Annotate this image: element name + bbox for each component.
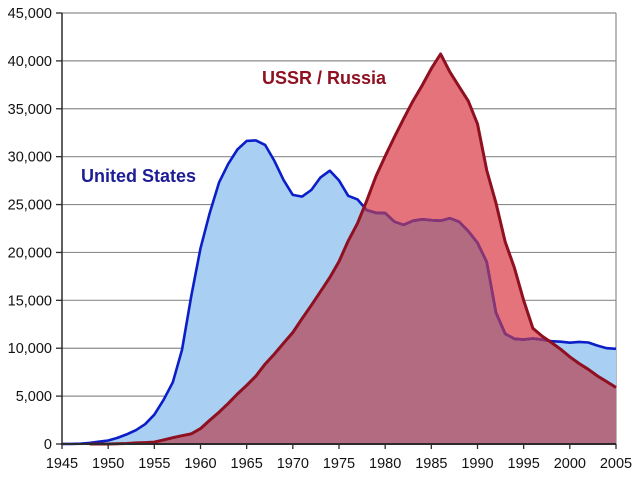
ussr-line xyxy=(89,52,617,446)
y-tick-label: 40,000 xyxy=(8,54,52,70)
y-tick-label: 5,000 xyxy=(16,389,52,405)
x-tick-label: 1990 xyxy=(461,456,493,472)
y-tick-label: 0 xyxy=(44,437,52,453)
x-tick-label: 1965 xyxy=(231,456,263,472)
x-tick-label: 1955 xyxy=(138,456,170,472)
x-tick-label: 2000 xyxy=(554,456,586,472)
y-tick-label: 25,000 xyxy=(8,198,52,214)
x-tick-label: 1970 xyxy=(277,456,309,472)
y-tick-label: 10,000 xyxy=(8,341,52,357)
y-tick-label: 30,000 xyxy=(8,150,52,166)
x-tick-label: 1945 xyxy=(46,456,78,472)
x-tick-label: 1960 xyxy=(184,456,216,472)
x-tick-label: 1980 xyxy=(369,456,401,472)
x-tick-label: 1975 xyxy=(323,456,355,472)
y-tick-label: 20,000 xyxy=(8,245,52,261)
series-label-united-states: United States xyxy=(81,166,197,186)
x-tick-label: 1985 xyxy=(415,456,447,472)
x-tick-label: 1995 xyxy=(508,456,540,472)
x-tick-label: 2005 xyxy=(600,456,632,472)
y-tick-label: 45,000 xyxy=(8,6,52,22)
y-tick-label: 35,000 xyxy=(8,102,52,118)
series-label-ussr-russia: USSR / Russia xyxy=(262,68,387,88)
x-tick-label: 1950 xyxy=(92,456,124,472)
y-tick-label: 15,000 xyxy=(8,293,52,309)
